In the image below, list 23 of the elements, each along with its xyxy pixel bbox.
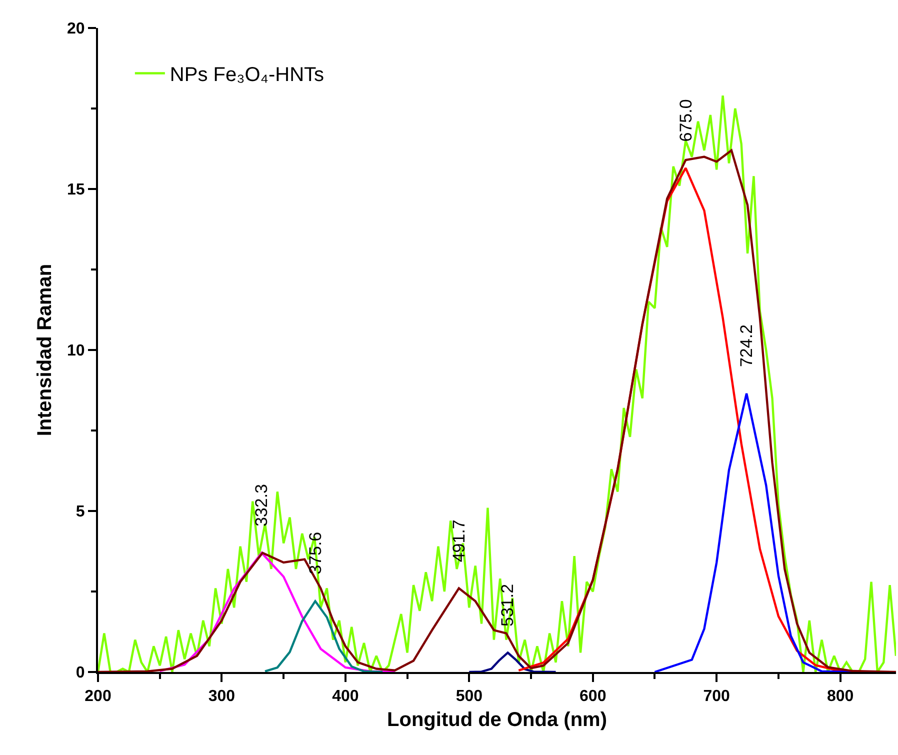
annotation: 724.2: [737, 324, 756, 368]
x-tick-label: 600: [580, 688, 606, 706]
line-series: [468, 652, 557, 672]
y-tick-label: 20: [67, 20, 85, 38]
y-tick-label: 10: [67, 342, 85, 360]
line-series: [264, 600, 384, 672]
annotation: 375.6: [306, 532, 326, 574]
annotation: 491.7: [450, 520, 469, 562]
y-axis-title: Intensidad Raman: [34, 264, 56, 436]
x-tick-label: 700: [703, 688, 730, 706]
x-axis-title: Longitud de Onda (nm): [387, 709, 607, 732]
annotation: 675.0: [676, 99, 696, 142]
y-tick-label: 0: [76, 664, 85, 682]
x-tick-label: 400: [332, 688, 359, 706]
x-tick-label: 800: [826, 688, 854, 706]
x-tick-label: 300: [208, 688, 236, 706]
annotation: 332.3: [252, 484, 271, 527]
y-tick-label: 15: [67, 182, 85, 199]
y-tick-label: 5: [76, 504, 85, 521]
x-tick-label: 200: [84, 688, 112, 706]
annotation: 531.2: [498, 584, 518, 626]
legend-label: NPs Fe₃O₄-HNTs: [170, 64, 324, 86]
x-tick-label: 500: [456, 688, 483, 706]
